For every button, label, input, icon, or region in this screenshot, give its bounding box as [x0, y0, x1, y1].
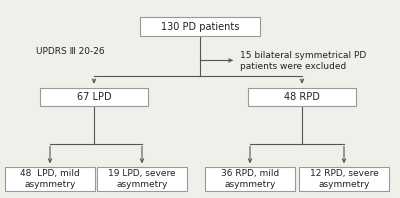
FancyBboxPatch shape — [140, 17, 260, 36]
Text: 130 PD patients: 130 PD patients — [161, 22, 239, 32]
Text: 67 LPD: 67 LPD — [77, 92, 111, 102]
Text: UPDRS Ⅲ 20-26: UPDRS Ⅲ 20-26 — [36, 47, 104, 56]
FancyBboxPatch shape — [40, 88, 148, 106]
FancyBboxPatch shape — [97, 167, 187, 191]
FancyBboxPatch shape — [5, 167, 95, 191]
Text: 48 RPD: 48 RPD — [284, 92, 320, 102]
Text: 48  LPD, mild
asymmetry: 48 LPD, mild asymmetry — [20, 169, 80, 189]
FancyBboxPatch shape — [248, 88, 356, 106]
Text: 19 LPD, severe
asymmetry: 19 LPD, severe asymmetry — [108, 169, 176, 189]
FancyBboxPatch shape — [299, 167, 389, 191]
Text: 15 bilateral symmetrical PD
patients were excluded: 15 bilateral symmetrical PD patients wer… — [240, 51, 366, 71]
Text: 12 RPD, severe
asymmetry: 12 RPD, severe asymmetry — [310, 169, 378, 189]
Text: 36 RPD, mild
asymmetry: 36 RPD, mild asymmetry — [221, 169, 279, 189]
FancyBboxPatch shape — [205, 167, 295, 191]
